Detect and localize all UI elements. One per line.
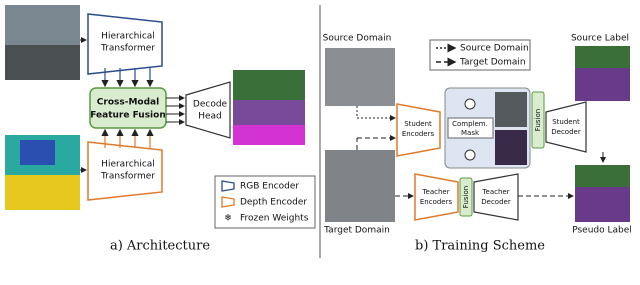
rgb-encoder: [87, 13, 163, 75]
label: Transformer: [100, 44, 155, 54]
label: Mask: [461, 129, 480, 137]
label: Decoder: [551, 128, 581, 136]
label: Cross-Modal: [97, 98, 159, 108]
label: Fusion: [462, 186, 470, 208]
legend-label: Depth Encoder: [240, 198, 307, 208]
legend-label: Source Domain: [460, 44, 529, 54]
legend: [429, 39, 531, 71]
legend-label: Target Domain: [459, 58, 526, 68]
fusion: [531, 91, 545, 149]
legend-label: Frozen Weights: [240, 214, 309, 224]
label: Teacher: [421, 188, 449, 196]
label: Pseudo Label: [572, 226, 632, 236]
svg-text:❄: ❄: [224, 214, 232, 224]
legend-label: RGB Encoder: [240, 182, 299, 192]
label: Encoders: [402, 130, 435, 138]
label: Teacher: [481, 188, 509, 196]
label: Student: [404, 120, 432, 128]
teacher-encoders: [414, 173, 459, 221]
label: Encoders: [420, 198, 453, 206]
student-encoders: [396, 103, 441, 157]
label: Source Label: [571, 34, 629, 44]
mask-box: [447, 117, 494, 139]
target-image: [325, 150, 395, 222]
label: Hierarchical: [101, 160, 155, 170]
caption: b) Training Scheme: [415, 239, 545, 254]
depth-encoder: [87, 141, 163, 201]
label: Feature Fusion: [90, 111, 166, 121]
label: Source Domain: [323, 34, 392, 44]
label: Hierarchical: [101, 32, 155, 42]
legend: [214, 175, 316, 229]
label: Decode: [193, 100, 228, 110]
decode-head: [185, 81, 231, 139]
label: Head: [198, 112, 222, 122]
source-image: [325, 48, 395, 106]
fusion: [459, 177, 473, 217]
student-decoder: [545, 101, 587, 153]
label: Fusion: [534, 109, 542, 131]
caption: a) Architecture: [110, 239, 210, 254]
label: Student: [552, 118, 580, 126]
fusion: [89, 87, 167, 129]
label: Transformer: [100, 172, 155, 182]
label: Target Domain: [323, 226, 390, 236]
teacher-decoder: [473, 173, 519, 221]
label: Decoder: [481, 198, 511, 206]
label: Complem.: [452, 120, 488, 128]
